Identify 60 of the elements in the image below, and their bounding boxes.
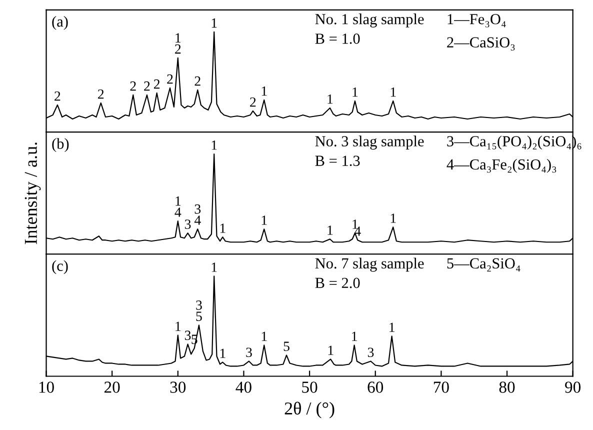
annotation: 1 — [212, 18, 217, 28]
annotation: 4—Ca₃Fe₂(SiO₄)₃ — [446, 158, 556, 173]
annotation: 1 — [262, 216, 267, 225]
annotation: 3 — [246, 348, 252, 358]
text: No. 7 slag sample — [315, 258, 424, 272]
annotation: 1 — [328, 346, 334, 355]
annotation: 1 — [390, 322, 394, 332]
annotation: 2 — [167, 74, 173, 84]
annotation: 1 — [352, 87, 358, 97]
annotation: 2 — [250, 97, 256, 107]
annotation: 3 — [184, 330, 191, 340]
x-tick-label: 60 — [368, 382, 384, 393]
annotation: 1 — [176, 322, 181, 331]
annotation: 1 — [390, 214, 396, 223]
annotation: 1 4 — [174, 196, 182, 217]
annotation: 2 — [194, 76, 200, 86]
x-axis-title: 2θ / (°) — [284, 402, 334, 418]
x-tick-label: 20 — [104, 382, 120, 393]
annotation: 1 — [328, 94, 333, 104]
annotation: 3 — [184, 220, 191, 229]
y-axis-title: Intensity / a.u. — [24, 142, 41, 244]
text: No. 1 slag sample — [315, 14, 424, 28]
x-tick-label: 40 — [236, 382, 252, 393]
annotation: 2 — [54, 91, 60, 101]
annotation: 2 — [98, 89, 104, 99]
annotation: B = 1.0 — [315, 34, 360, 44]
x-tick-label: 10 — [39, 382, 54, 393]
annotation: 4 — [354, 226, 361, 236]
annotation: 1 — [212, 140, 217, 150]
annotation: 3 5 — [196, 300, 202, 321]
annotation: 3 4 — [194, 204, 201, 225]
text: 1—Fe₃O₄ — [448, 14, 506, 28]
annotation: 2—CaSiO₃ — [447, 37, 515, 51]
annotation: 3 — [368, 348, 374, 358]
annotation: 1 2 — [175, 33, 181, 54]
text: 5—Ca₂SiO₄ — [447, 258, 520, 272]
annotation: B = 2.0 — [315, 278, 360, 288]
annotation: 2 — [154, 79, 160, 89]
text: No. 3 slag sample — [315, 136, 424, 150]
annotation: 1 — [262, 86, 267, 96]
x-tick-label: 70 — [434, 382, 449, 393]
annotation: 1 — [220, 348, 226, 358]
x-tick-label: 50 — [302, 382, 318, 393]
annotation: 2 — [144, 81, 150, 91]
text: (c) — [52, 260, 68, 274]
annotation: 2 — [130, 81, 136, 91]
annotation: 1 — [262, 332, 267, 341]
annotation: B = 1.3 — [315, 156, 360, 166]
annotation: 1 — [328, 226, 333, 235]
x-tick-label: 80 — [499, 382, 515, 393]
text: (b) — [52, 138, 69, 152]
annotation: 1 — [220, 224, 226, 233]
x-tick-label: 30 — [170, 382, 186, 393]
annotation: 1 — [212, 262, 217, 272]
annotation: 1 — [352, 220, 358, 229]
annotation: 1 — [390, 87, 396, 97]
annotation: 5 — [284, 342, 290, 352]
text: (a) — [52, 16, 68, 30]
annotation: 1 — [352, 332, 357, 341]
x-tick-label: 90 — [565, 382, 581, 393]
